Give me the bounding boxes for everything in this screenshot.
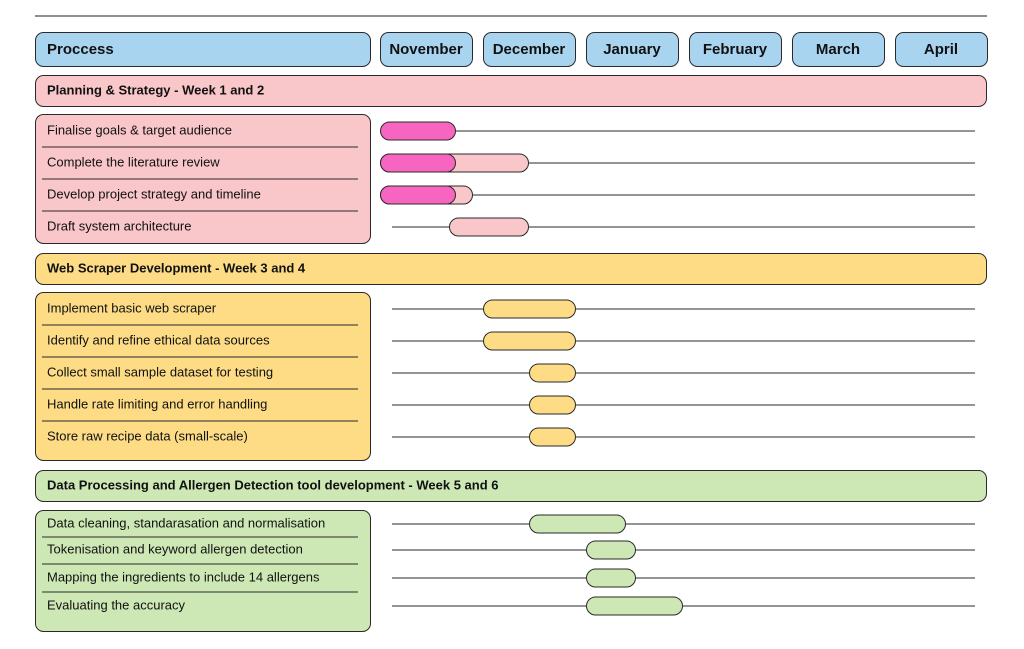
task-bar — [529, 427, 576, 447]
month-label: November — [389, 41, 463, 58]
task-bar — [483, 299, 576, 319]
task-bar — [529, 395, 576, 415]
month-header — [689, 32, 782, 67]
task-bar — [380, 121, 456, 141]
task-bar — [449, 217, 529, 237]
month-header — [483, 32, 576, 67]
section-title: Web Scraper Development - Week 3 and 4 — [47, 260, 306, 275]
task-label: Mapping the ingredients to include 14 al… — [47, 569, 320, 584]
task-label: Identify and refine ethical data sources — [47, 332, 270, 347]
month-label: April — [924, 41, 958, 58]
task-label: Tokenisation and keyword allergen detect… — [47, 541, 303, 556]
section-title: Data Processing and Allergen Detection t… — [47, 477, 499, 492]
task-box — [35, 292, 371, 461]
month-label: January — [603, 41, 661, 58]
task-bar — [380, 153, 456, 173]
task-label: Complete the literature review — [47, 154, 220, 169]
month-header — [895, 32, 988, 67]
section-header — [35, 253, 987, 285]
section-title: Planning & Strategy - Week 1 and 2 — [47, 82, 264, 97]
section-header — [35, 470, 987, 502]
month-label: March — [816, 41, 860, 58]
task-label: Handle rate limiting and error handling — [47, 396, 267, 411]
task-label: Data cleaning, standarasation and normal… — [47, 515, 325, 530]
task-bar — [586, 596, 683, 616]
month-header — [586, 32, 679, 67]
process-header — [35, 32, 371, 67]
task-bar — [483, 331, 576, 351]
task-label: Develop project strategy and timeline — [47, 186, 261, 201]
task-bar — [586, 568, 636, 588]
section-header — [35, 75, 987, 107]
task-label: Collect small sample dataset for testing — [47, 364, 273, 379]
task-bar — [529, 514, 626, 534]
month-label: February — [703, 41, 768, 58]
task-bar — [529, 363, 576, 383]
task-label: Store raw recipe data (small-scale) — [47, 428, 248, 443]
process-label: Proccess — [47, 41, 114, 58]
task-label: Finalise goals & target audience — [47, 122, 232, 137]
month-header — [792, 32, 885, 67]
task-label: Draft system architecture — [47, 218, 192, 233]
month-label: December — [493, 41, 566, 58]
task-box — [35, 510, 371, 632]
task-bar — [380, 185, 456, 205]
task-label: Evaluating the accuracy — [47, 597, 186, 612]
task-label: Implement basic web scraper — [47, 300, 217, 315]
task-bar — [586, 540, 636, 560]
month-header — [380, 32, 473, 67]
